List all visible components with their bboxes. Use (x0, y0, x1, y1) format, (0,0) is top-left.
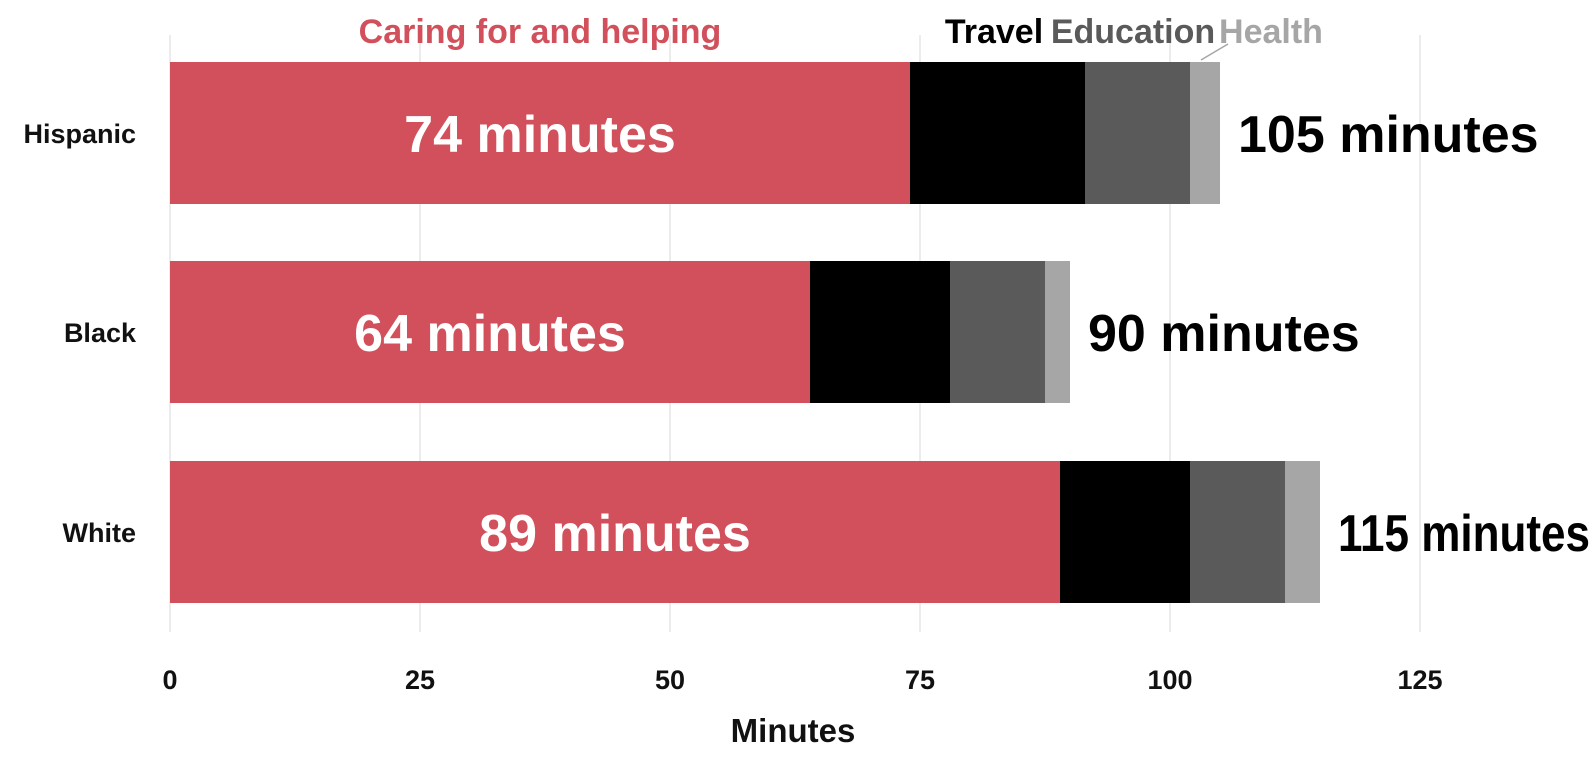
bar-segment-education-hispanic (1085, 62, 1190, 204)
bar-value-label-white: 89 minutes (479, 505, 751, 563)
bar-segment-travel-white (1060, 461, 1190, 603)
bar-segment-education-black (950, 261, 1045, 403)
x-tick-label: 25 (405, 665, 435, 695)
bar-segment-travel-hispanic (910, 62, 1085, 204)
bar-segment-caring-for-and-helping-black (170, 261, 810, 403)
bar-segment-caring-for-and-helping-hispanic (170, 62, 910, 204)
legend-label-travel: Travel (945, 13, 1043, 51)
total-label-hispanic: 105 minutes (1238, 106, 1539, 164)
x-tick-label: 125 (1397, 665, 1442, 695)
legend-label-caring-for-and-helping: Caring for and helping (359, 13, 722, 51)
x-tick-label: 50 (655, 665, 685, 695)
bar-value-label-black: 64 minutes (354, 305, 626, 363)
bar-value-label-hispanic: 74 minutes (404, 106, 676, 164)
category-labels: Hispanic Black White (23, 119, 137, 548)
total-label-black: 90 minutes (1088, 305, 1360, 363)
bar-segment-travel-black (810, 261, 950, 403)
data-labels: 74 minutes 105 minutes 64 minutes 90 minute… (354, 106, 1590, 563)
bar-segment-health-black (1045, 261, 1070, 403)
bar-segment-caring-for-and-helping-white (170, 461, 1060, 603)
legend: Caring for and helping Travel Education Hea… (359, 13, 1323, 61)
legend-label-health: Health (1219, 13, 1323, 51)
category-label-hispanic: Hispanic (23, 119, 136, 149)
category-label-black: Black (64, 318, 137, 348)
x-tick-label: 0 (162, 665, 177, 695)
bar-segment-education-white (1190, 461, 1285, 603)
legend-label-education: Education (1051, 13, 1215, 51)
bars (170, 62, 1320, 603)
category-label-white: White (63, 518, 137, 548)
bar-segment-health-white (1285, 461, 1320, 603)
bar-segment-health-hispanic (1190, 62, 1220, 204)
total-label-white: 115 minutes (1338, 505, 1590, 563)
legend-leader-line-health (1200, 43, 1229, 61)
x-axis-title: Minutes (731, 712, 856, 749)
x-tick-label: 100 (1147, 665, 1192, 695)
x-tick-label: 75 (905, 665, 935, 695)
x-tick-labels: 0 25 50 75 100 125 (162, 665, 1442, 695)
